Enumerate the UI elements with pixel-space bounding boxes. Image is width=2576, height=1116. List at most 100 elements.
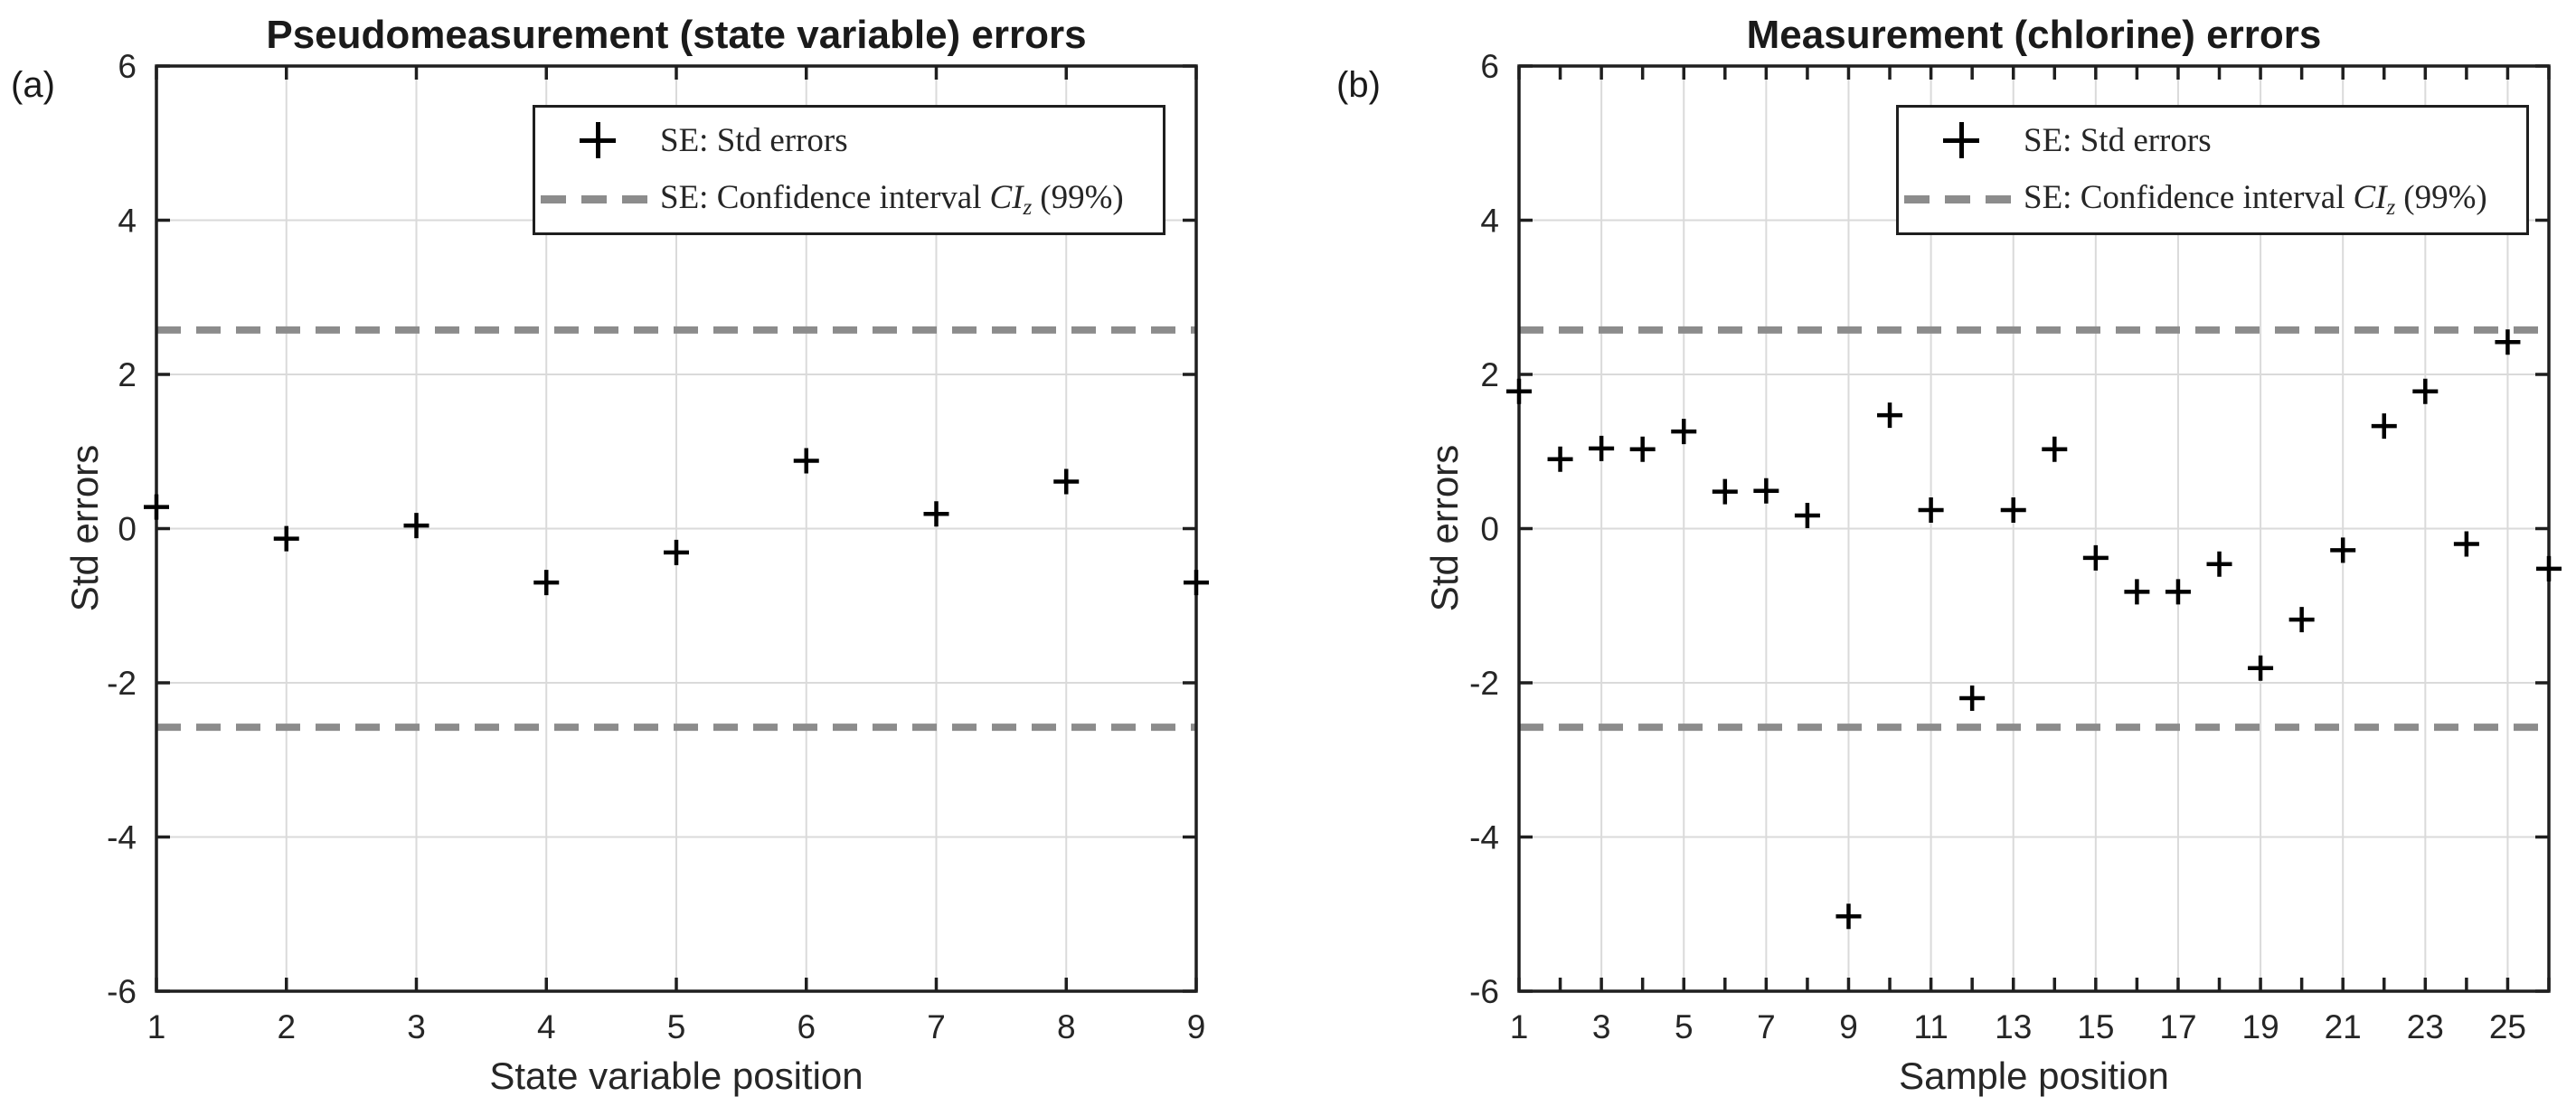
data-point-marker — [403, 513, 429, 539]
y-tick-label: -6 — [107, 973, 137, 1010]
plus-marker-icon — [1943, 122, 1979, 159]
x-tick-label: 9 — [1839, 1008, 1858, 1045]
y-tick-label: -2 — [107, 665, 137, 702]
data-point-marker — [1877, 402, 1903, 429]
x-tick-label: 8 — [1057, 1008, 1076, 1045]
y-tick-label: 2 — [118, 356, 137, 393]
x-tick-label: 11 — [1913, 1008, 1948, 1045]
dashed-line-icon — [541, 195, 655, 204]
x-tick-label: 1 — [147, 1008, 166, 1045]
legend-label-confidence-interval: SE: Confidence interval CIz (99%) — [660, 179, 1124, 221]
plot-b-legend: SE: Std errors SE: Confidence interval CI… — [1896, 105, 2529, 235]
legend-plus-marker-icon — [1899, 122, 2024, 159]
legend-label-confidence-interval: SE: Confidence interval CIz (99%) — [2024, 179, 2487, 221]
data-point-marker — [1959, 686, 1986, 712]
data-point-marker — [273, 525, 299, 552]
x-tick-label: 5 — [1675, 1008, 1694, 1045]
data-point-marker — [793, 448, 819, 474]
y-tick-label: 2 — [1480, 356, 1499, 393]
legend-plus-marker-icon — [535, 122, 660, 159]
data-point-marker — [1835, 903, 1862, 930]
data-point-marker — [1506, 378, 1532, 404]
plot-b-ylabel: Std errors — [1423, 444, 1466, 612]
data-point-marker — [1053, 468, 1080, 495]
x-tick-label: 15 — [2077, 1008, 2114, 1045]
y-tick-label: -4 — [107, 819, 137, 856]
x-tick-label: 3 — [1592, 1008, 1611, 1045]
plot-b-title: Measurement (chlorine) errors — [1746, 13, 2322, 57]
data-point-marker — [144, 494, 169, 520]
data-point-marker — [1589, 435, 1615, 461]
x-tick-label: 13 — [1995, 1008, 2032, 1045]
data-point-marker — [2330, 537, 2356, 563]
y-tick-label: 6 — [118, 48, 137, 85]
plot-a-legend: SE: Std errors SE: Confidence interval CI… — [533, 105, 1165, 235]
y-tick-label: -2 — [1469, 665, 1499, 702]
data-point-marker — [1753, 478, 1779, 504]
dashed-line-icon — [1904, 195, 2018, 204]
data-point-marker — [2288, 607, 2315, 633]
x-tick-label: 6 — [797, 1008, 816, 1045]
legend-dash-marker-icon — [1899, 195, 2024, 204]
x-tick-label: 21 — [2325, 1008, 2362, 1045]
y-tick-label: 4 — [1480, 203, 1499, 240]
data-point-marker — [2453, 531, 2479, 557]
y-tick-label: 6 — [1480, 48, 1499, 85]
axis-ticks — [155, 64, 1198, 993]
data-point-marker — [2042, 436, 2068, 462]
x-tick-label: 19 — [2242, 1008, 2279, 1045]
data-point-marker — [2000, 497, 2026, 524]
data-point-marker — [1184, 570, 1209, 596]
legend-row-std-errors: SE: Std errors — [1899, 114, 2526, 166]
x-tick-label: 23 — [2407, 1008, 2444, 1045]
y-tick-label: 0 — [1480, 511, 1499, 548]
tick-labels: 1 2 3 4 5 6 7 8 9 -6 -4 -2 0 2 4 6 — [107, 48, 1205, 1045]
x-tick-label: 2 — [277, 1008, 296, 1045]
data-point-marker — [1547, 446, 1573, 472]
legend-row-std-errors: SE: Std errors — [535, 114, 1163, 166]
y-tick-label: -4 — [1469, 819, 1499, 856]
plot-a-ylabel: Std errors — [63, 444, 106, 612]
y-tick-label: 4 — [118, 203, 137, 240]
x-tick-label: 9 — [1187, 1008, 1206, 1045]
y-tick-label: -6 — [1469, 973, 1499, 1010]
data-point-marker — [2536, 555, 2562, 582]
data-point-marker — [923, 501, 949, 527]
axis-ticks — [1517, 64, 2551, 993]
legend-row-confidence-interval: SE: Confidence interval CIz (99%) — [535, 174, 1163, 226]
legend-label-std-errors: SE: Std errors — [2024, 121, 2212, 159]
x-tick-label: 25 — [2489, 1008, 2526, 1045]
x-tick-label: 7 — [1757, 1008, 1776, 1045]
data-point-marker — [2495, 329, 2521, 355]
data-point-marker — [664, 539, 689, 565]
data-point-marker — [1671, 419, 1697, 445]
y-tick-label: 0 — [118, 511, 137, 548]
data-points — [1506, 329, 2562, 930]
plus-marker-icon — [580, 122, 616, 159]
legend-row-confidence-interval: SE: Confidence interval CIz (99%) — [1899, 174, 2526, 226]
x-tick-label: 7 — [927, 1008, 946, 1045]
data-point-marker — [2371, 413, 2397, 440]
data-point-marker — [2082, 544, 2109, 571]
plot-a-title: Pseudomeasurement (state variable) error… — [266, 13, 1087, 57]
data-point-marker — [1712, 478, 1738, 505]
panel-label-a: (a) — [11, 65, 55, 105]
legend-label-std-errors: SE: Std errors — [660, 121, 848, 159]
legend-dash-marker-icon — [535, 195, 660, 204]
data-point-marker — [2124, 579, 2150, 605]
x-tick-label: 3 — [407, 1008, 426, 1045]
data-points — [144, 448, 1209, 596]
x-tick-label: 4 — [537, 1008, 556, 1045]
data-point-marker — [2206, 551, 2232, 577]
data-point-marker — [1794, 503, 1820, 529]
data-point-marker — [1629, 436, 1656, 462]
x-tick-label: 1 — [1510, 1008, 1529, 1045]
plot-b-xlabel: Sample position — [1899, 1055, 2169, 1097]
data-point-marker — [2165, 579, 2191, 605]
data-point-marker — [533, 570, 560, 596]
x-tick-label: 17 — [2159, 1008, 2196, 1045]
